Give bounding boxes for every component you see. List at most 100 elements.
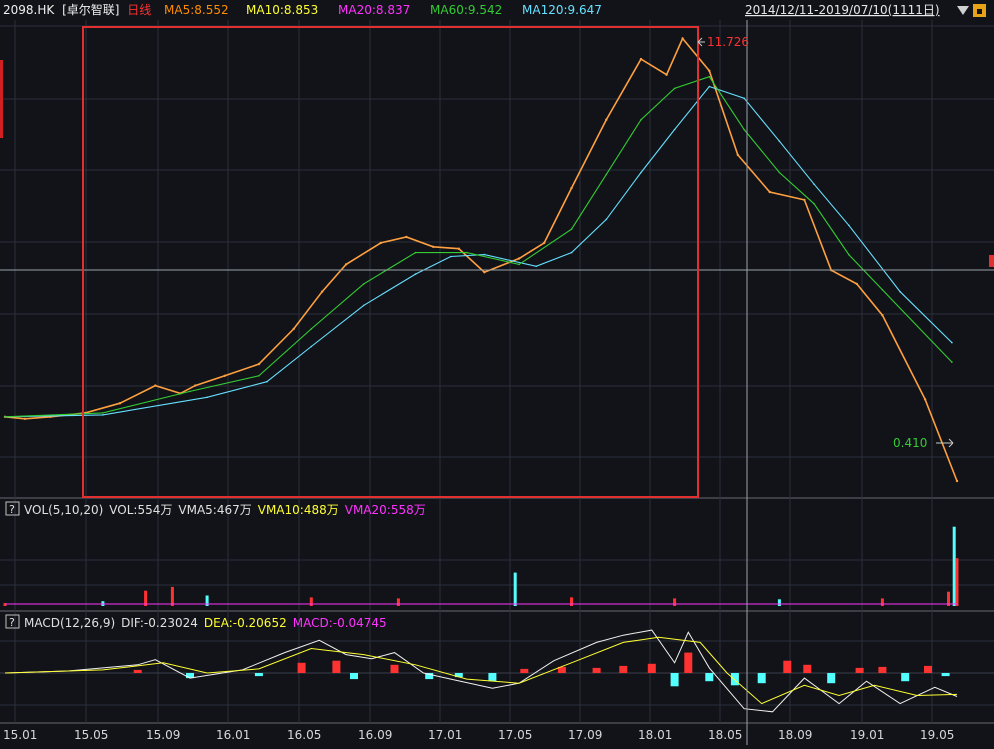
volume-bar xyxy=(880,598,884,606)
x-axis-ticks: 15.01 15.05 15.09 16.01 16.05 16.09 17.01 17.05… xyxy=(3,728,954,742)
data-point-price xyxy=(432,245,435,248)
data-point-price xyxy=(855,282,858,286)
x-tick-label: 18.01 xyxy=(638,728,672,742)
macd-bar xyxy=(332,660,341,673)
data-point-price xyxy=(639,57,643,61)
macd-bar xyxy=(757,673,766,684)
ma-legend: MA5:8.552 MA10:8.853 MA20:8.837 MA60:9.542 M… xyxy=(164,3,602,17)
macd-bar xyxy=(827,673,836,684)
volume-bar xyxy=(777,599,781,606)
x-tick-label: 15.05 xyxy=(74,728,108,742)
macd-dif-line xyxy=(4,629,958,713)
x-tick-label: 15.01 xyxy=(3,728,37,742)
data-point-price xyxy=(605,118,608,121)
series-line-price xyxy=(4,36,958,482)
data-point-ma120 xyxy=(450,255,452,258)
data-point-ma60 xyxy=(778,171,781,174)
macd-bar xyxy=(730,673,739,686)
volume-bar xyxy=(673,598,677,606)
data-point-ma120 xyxy=(206,396,208,399)
high-value: 11.726 xyxy=(707,35,749,49)
ma-legend-item: MA10:8.853 xyxy=(246,3,318,17)
macd-bar xyxy=(924,665,932,673)
macd-bar xyxy=(783,660,792,673)
data-point-ma120 xyxy=(362,304,365,307)
dropdown-arrow-icon[interactable] xyxy=(957,6,969,15)
macd-bar xyxy=(705,673,714,682)
macd-bar xyxy=(488,673,497,682)
low-value: 0.410 xyxy=(893,436,927,450)
legend-item: VMA10:488万 xyxy=(258,503,339,517)
data-point-ma60 xyxy=(881,289,884,291)
data-point-ma60 xyxy=(708,75,711,78)
macd-bar xyxy=(592,667,601,673)
macd-help-button[interactable]: ? xyxy=(5,614,20,629)
data-point-ma60 xyxy=(673,87,676,90)
macd-bar xyxy=(619,665,628,673)
data-point-price xyxy=(257,362,261,366)
macd-bar xyxy=(520,668,529,673)
data-point-ma60 xyxy=(848,253,850,256)
volume-bars xyxy=(3,526,959,606)
x-tick-label: 16.09 xyxy=(358,728,392,742)
data-point-ma120 xyxy=(483,253,486,256)
data-point-ma60 xyxy=(605,173,608,176)
stock-name: [卓尔智联] xyxy=(62,2,119,17)
macd-bar xyxy=(133,669,142,673)
data-point-ma120 xyxy=(951,341,953,344)
volume-help-button[interactable]: ? xyxy=(5,501,20,516)
data-point-price xyxy=(292,327,295,331)
data-point-ma60 xyxy=(743,128,745,131)
macd-bar xyxy=(350,673,358,680)
data-point-ma120 xyxy=(673,128,676,131)
legend-item: DIF:-0.23024 xyxy=(121,616,198,630)
volume-bar xyxy=(170,586,174,606)
data-point-ma120 xyxy=(605,218,608,221)
volume-bar xyxy=(570,597,573,606)
data-point-ma120 xyxy=(708,85,711,88)
x-tick-label: 17.01 xyxy=(428,728,462,742)
legend-item: MACD(12,26,9) xyxy=(24,616,115,630)
volume-bar xyxy=(396,598,400,606)
legend-item: VOL:554万 xyxy=(109,503,172,517)
macd-bar xyxy=(647,663,656,673)
data-point-price xyxy=(517,257,521,260)
macd-bar xyxy=(390,664,399,673)
volume-bar xyxy=(309,597,313,606)
left-edge-marker xyxy=(0,60,3,138)
right-edge-marker[interactable] xyxy=(989,255,994,267)
data-point-ma60 xyxy=(102,412,104,414)
data-point-ma120 xyxy=(266,380,268,383)
macd-bar xyxy=(454,673,463,678)
data-point-price xyxy=(768,190,771,194)
data-point-price xyxy=(483,271,486,274)
macd-dea-line xyxy=(4,636,958,705)
svg-text:?: ? xyxy=(9,503,15,516)
data-point-price xyxy=(320,290,324,293)
data-point-ma120 xyxy=(813,183,815,185)
symbol: 2098.HK xyxy=(3,3,55,17)
data-point-ma120 xyxy=(899,290,901,293)
data-point-price xyxy=(223,374,226,377)
data-point-ma60 xyxy=(951,361,953,363)
date-range[interactable]: 2014/12/11-2019/07/10(1111日) xyxy=(745,3,940,17)
data-point-price xyxy=(665,73,668,76)
selection-rectangle[interactable] xyxy=(82,26,699,498)
x-tick-label: 18.05 xyxy=(708,728,742,742)
data-point-ma120 xyxy=(535,265,537,268)
data-point-ma60 xyxy=(310,328,313,330)
data-point-price xyxy=(543,241,546,245)
lock-icon[interactable] xyxy=(973,4,986,17)
data-point-price xyxy=(405,235,408,239)
volume-bar xyxy=(144,590,148,606)
x-tick-label: 16.05 xyxy=(287,728,321,742)
macd-bar xyxy=(855,667,864,673)
macd-bar xyxy=(684,652,693,673)
high-marker: 11.726 xyxy=(697,35,749,49)
data-point-ma120 xyxy=(778,140,781,142)
legend-item: MACD:-0.04745 xyxy=(293,616,387,630)
legend-item: VMA20:558万 xyxy=(345,503,426,517)
data-point-price xyxy=(23,417,27,420)
data-point-ma60 xyxy=(570,228,573,230)
